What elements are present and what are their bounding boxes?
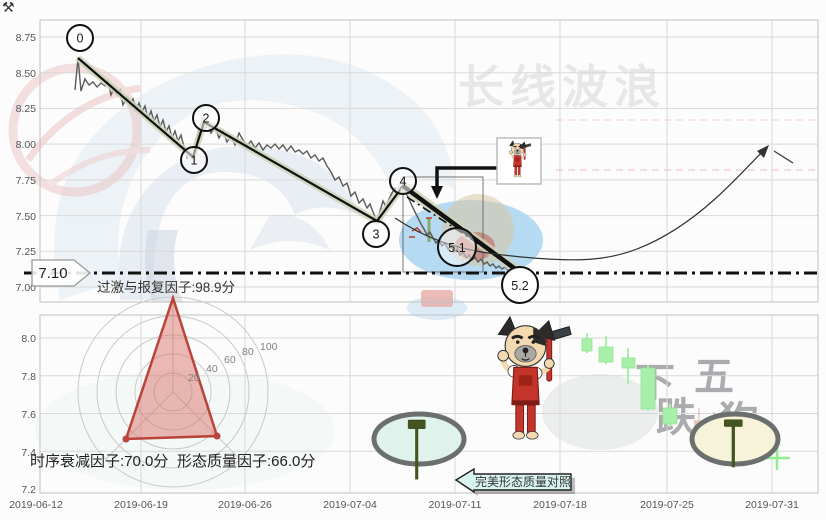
faint-pink-reference-lines — [556, 119, 816, 171]
wave-markers: 0 1 2 3 4 5.1 5.2 — [66, 24, 539, 304]
overreaction-factor-label: 过激与报复因子:98.9分 — [97, 279, 235, 295]
date-tick: 2019-07-18 — [533, 499, 587, 511]
wave-dashdot-diagonal — [406, 196, 515, 268]
radar-ring-labels: 20 40 60 80 100 — [188, 341, 278, 384]
bg-char-2: 五 — [694, 355, 734, 399]
upper-y-axis: 8.75 8.50 8.25 8.00 7.75 7.50 7.25 7.00 — [16, 32, 37, 294]
svg-text:20: 20 — [188, 372, 200, 384]
svg-text:80: 80 — [242, 346, 254, 358]
svg-text:1: 1 — [191, 154, 198, 168]
date-tick: 2019-06-26 — [218, 499, 272, 511]
wave-marker-4: 4 — [389, 167, 417, 195]
factor-radar: 20 40 60 80 100 — [77, 293, 278, 488]
cross-candle — [765, 447, 790, 470]
forecast-arrowhead-icon — [757, 145, 769, 158]
green-candles — [581, 333, 790, 470]
brand-watermark: 长线波浪 — [458, 61, 666, 113]
y-tick: 8.75 — [16, 32, 37, 44]
svg-text:4: 4 — [400, 175, 407, 189]
lower-y-axis: 8.0 7.8 7.6 7.4 7.2 — [21, 333, 36, 496]
forecast-curve — [394, 145, 794, 261]
y-tick: 7.75 — [16, 175, 37, 187]
y-tick: 8.50 — [16, 68, 37, 80]
y-tick: 7.25 — [16, 246, 37, 258]
svg-text:3: 3 — [373, 228, 380, 242]
date-tick: 2019-07-11 — [429, 499, 482, 511]
y-tick: 7.8 — [21, 371, 36, 383]
svg-text:5.2: 5.2 — [511, 279, 528, 293]
date-tick: 2019-06-12 — [9, 499, 63, 511]
svg-text:2: 2 — [203, 112, 210, 126]
y-tick: 8.0 — [21, 333, 36, 345]
date-tick: 2019-07-04 — [323, 499, 377, 511]
date-tick: 2019-07-25 — [640, 499, 694, 511]
date-tick: 2019-07-31 — [745, 499, 799, 511]
wave-marker-1: 1 — [180, 146, 208, 174]
down-arrowhead-icon — [431, 186, 443, 199]
hammer-highlight-left — [371, 411, 467, 481]
y-tick: 7.6 — [21, 409, 36, 421]
perfect-pattern-label: 完美形态质量对照 — [475, 474, 571, 489]
time-decay-factor-label: 时序衰减因子:70.0分 — [30, 453, 168, 470]
svg-text:40: 40 — [206, 363, 218, 375]
y-tick: 7.50 — [16, 211, 37, 223]
hammer-highlight-right — [689, 411, 781, 468]
wave-marker-5-2: 5.2 — [501, 266, 539, 304]
x-axis-dates: 2019-06-12 2019-06-19 2019-06-26 2019-07… — [9, 499, 799, 511]
svg-text:0: 0 — [77, 32, 84, 46]
date-tick: 2019-06-19 — [114, 499, 168, 511]
wave-marker-5-1: 5.1 — [437, 227, 477, 267]
lower-panel-border — [39, 314, 819, 494]
wave-marker-2: 2 — [192, 104, 220, 132]
perfect-pattern-callout: 完美形态质量对照 — [454, 467, 575, 496]
wave-marker-3: 3 — [362, 220, 390, 248]
upper-panel-border — [39, 19, 819, 303]
radar-vertex-dot — [213, 432, 221, 440]
pattern-quality-factor-label: 形态质量因子:66.0分 — [177, 453, 315, 470]
mini-candles — [409, 217, 432, 242]
dog-thumbnail-frame — [496, 137, 542, 185]
y-tick: 8.00 — [16, 139, 37, 151]
reference-price-label: 7.10 — [38, 265, 67, 282]
svg-text:60: 60 — [224, 354, 236, 366]
red-logo-watermark — [8, 63, 151, 197]
elbow-arrow — [431, 166, 497, 199]
y-tick: 7.2 — [21, 484, 36, 496]
corner-hammer-icon: ⚒ — [2, 0, 15, 15]
y-tick: 8.25 — [16, 103, 37, 115]
svg-text:5.1: 5.1 — [448, 241, 465, 255]
svg-text:100: 100 — [260, 341, 278, 353]
radar-triangle — [124, 293, 219, 441]
y-tick: 7.4 — [21, 447, 36, 459]
wave-marker-0: 0 — [66, 24, 94, 52]
reference-price-callout: 7.10 — [31, 259, 92, 287]
radar-vertex-dot — [122, 435, 130, 443]
wave-art-watermark — [35, 54, 658, 490]
y-tick: 7.00 — [16, 282, 37, 294]
